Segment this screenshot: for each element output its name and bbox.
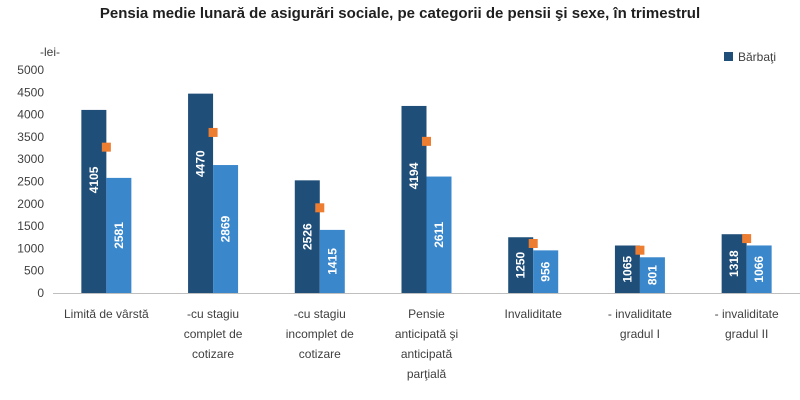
value-label-women: 2869: [219, 215, 233, 242]
y-tick-label: 0: [37, 286, 44, 300]
average-marker: [208, 127, 218, 137]
bar-men: [294, 180, 320, 293]
value-label-men: 1065: [620, 256, 634, 283]
value-label-women: 801: [645, 265, 659, 285]
y-tick-label: 2500: [17, 175, 44, 189]
value-label-men: 1318: [727, 250, 741, 277]
category-label: Pensie anticipată şi anticipată parţială: [395, 307, 458, 381]
average-marker: [528, 238, 538, 248]
bar-men: [188, 93, 214, 293]
bar-women: [533, 250, 559, 293]
legend-swatch-men: [724, 52, 733, 61]
y-axis: 0 500 1000 1500 2000 2500 3000 3500 4000 4500 5000: [17, 63, 44, 300]
x-axis: Limită de vârstă -cu stagiu complet de coti…: [53, 293, 800, 381]
category-label: - invaliditate gradul II: [715, 307, 779, 341]
value-label-men: 4105: [87, 166, 101, 193]
legend-label-men: Bărbaţi: [738, 50, 776, 64]
value-label-women: 2611: [432, 221, 446, 247]
value-label-women: 2581: [112, 222, 126, 249]
value-label-women: 1415: [325, 248, 339, 275]
average-marker: [315, 203, 325, 213]
value-label-men: 4470: [194, 150, 208, 177]
category-label: Invaliditate: [505, 307, 563, 321]
category-label: -cu stagiu complet de cotizare: [184, 307, 243, 361]
markers: [101, 127, 752, 255]
value-label-men: 1250: [514, 251, 528, 278]
category-label: Limită de vârstă: [64, 307, 149, 321]
bar-men: [401, 105, 427, 293]
bar-women: [106, 177, 132, 293]
value-label-women: 1066: [752, 256, 766, 283]
y-tick-label: 1000: [17, 241, 44, 255]
y-tick-label: 5000: [17, 63, 44, 77]
bar-women: [426, 176, 452, 293]
legend: Bărbaţi: [724, 50, 776, 64]
value-label-men: 2526: [300, 223, 314, 250]
average-marker: [422, 136, 431, 146]
y-tick-label: 4000: [17, 108, 44, 122]
bars: [81, 93, 772, 294]
bar-men: [721, 234, 747, 293]
y-tick-label: 2000: [17, 197, 44, 211]
category-label: - invaliditate gradul I: [608, 307, 672, 341]
bar-women: [746, 245, 772, 293]
bar-women: [639, 257, 665, 293]
y-tick-label: 3500: [17, 130, 44, 144]
chart-title: Pensia medie lunară de asigurări sociale…: [100, 5, 700, 22]
value-label-women: 956: [539, 261, 553, 281]
average-marker: [101, 142, 111, 152]
category-label: -cu stagiu incomplet de cotizare: [286, 307, 354, 361]
y-tick-label: 4500: [17, 85, 44, 99]
bar-women: [213, 165, 239, 293]
value-label-men: 4194: [407, 162, 421, 189]
y-tick-label: 500: [24, 264, 44, 278]
average-marker: [742, 234, 752, 244]
value-labels: 4105 2581 4470 2869 2526 1415 4194 2611 1250 956 1…: [87, 150, 766, 285]
bar-women: [319, 229, 345, 293]
y-tick-label: 3000: [17, 152, 44, 166]
y-tick-label: 1500: [17, 219, 44, 233]
unit-label: -lei-: [40, 45, 60, 59]
bar-men: [81, 109, 107, 294]
average-marker: [635, 245, 645, 255]
